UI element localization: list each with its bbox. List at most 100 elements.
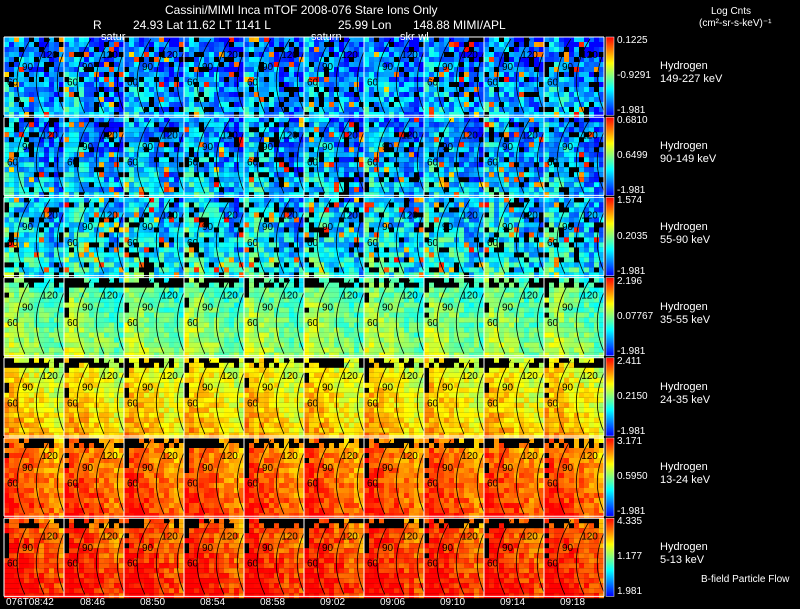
- heatmap-cell: [509, 212, 514, 218]
- heatmap-cell: [19, 107, 24, 112]
- heatmap-cell: [464, 187, 469, 193]
- contour-label: 120: [281, 50, 298, 61]
- heatmap-cell: [374, 197, 379, 203]
- heatmap-cell: [374, 227, 379, 233]
- heatmap-cell: [79, 92, 84, 97]
- heatmap-cell: [519, 167, 524, 173]
- heatmap-cell: [139, 242, 144, 248]
- heatmap-cell: [329, 62, 334, 67]
- heatmap-cell: [274, 267, 279, 273]
- heatmap-cell: [209, 92, 214, 97]
- heatmap-cell: [344, 87, 349, 92]
- heatmap-cell: [599, 167, 604, 173]
- contour-label: 90: [202, 222, 214, 233]
- heatmap-cell: [409, 167, 414, 173]
- heatmap-cell: [564, 117, 569, 123]
- heatmap-cell: [209, 177, 214, 183]
- heatmap-cell: [254, 232, 259, 238]
- heatmap-cell: [549, 102, 554, 107]
- heatmap-cell: [334, 207, 339, 213]
- heatmap-cell: [99, 42, 104, 47]
- heatmap-cell: [384, 102, 389, 107]
- heatmap-cell: [154, 37, 159, 42]
- heatmap-cell: [184, 122, 189, 128]
- heatmap-cell: [399, 117, 404, 123]
- heatmap-cell: [489, 192, 494, 198]
- heatmap-cell: [314, 122, 319, 128]
- heatmap-cell: [579, 42, 584, 47]
- heatmap-cell: [44, 132, 49, 138]
- heatmap-cell: [414, 127, 419, 133]
- heatmap-cell: [429, 127, 434, 133]
- heatmap-cell: [514, 207, 519, 213]
- heatmap-cell: [159, 97, 164, 102]
- heatmap-cell: [9, 272, 14, 278]
- heatmap-cell: [599, 47, 604, 52]
- heatmap-cell: [14, 67, 19, 72]
- heatmap-cell: [309, 122, 314, 128]
- heatmap-cell: [344, 167, 349, 173]
- heatmap-cell: [519, 77, 524, 82]
- contour-line: [575, 38, 591, 114]
- heatmap-cell: [144, 187, 149, 193]
- heatmap-cell: [469, 87, 474, 92]
- heatmap-cell: [24, 257, 29, 263]
- heatmap-cell: [19, 97, 24, 102]
- heatmap-cell: [69, 207, 74, 213]
- heatmap-cell: [419, 167, 424, 173]
- heatmap-cell: [374, 117, 379, 123]
- heatmap-cell: [109, 172, 114, 178]
- heatmap-cell: [69, 132, 74, 138]
- heatmap-cell: [399, 57, 404, 62]
- heatmap-cell: [174, 152, 179, 158]
- heatmap-cell: [74, 192, 79, 198]
- heatmap-cell: [449, 62, 454, 67]
- heatmap-cell: [444, 152, 449, 158]
- heatmap-cell: [449, 147, 454, 153]
- heatmap-cell: [109, 182, 114, 188]
- heatmap-cell: [414, 157, 419, 163]
- heatmap-cell: [209, 217, 214, 223]
- heatmap-cell: [534, 52, 539, 57]
- heatmap-cell: [419, 192, 424, 198]
- heatmap-cell: [64, 172, 69, 178]
- heatmap-cell: [499, 92, 504, 97]
- heatmap-cell: [504, 177, 509, 183]
- heatmap-cell: [304, 162, 309, 168]
- heatmap-cell: [544, 52, 549, 57]
- heatmap-cell: [254, 137, 259, 143]
- heatmap-cell: [39, 142, 44, 148]
- heatmap-cell: [464, 222, 469, 228]
- heatmap-cell: [579, 192, 584, 198]
- heatmap-cell: [264, 212, 269, 218]
- heatmap-cell: [544, 167, 549, 173]
- heatmap-cell: [554, 52, 559, 57]
- heatmap-cell: [19, 242, 24, 248]
- heatmap-cell: [204, 177, 209, 183]
- heatmap-cell: [474, 92, 479, 97]
- heatmap-cell: [439, 212, 444, 218]
- heatmap-cell: [384, 112, 389, 117]
- heatmap-cell: [544, 87, 549, 92]
- heatmap-cell: [94, 257, 99, 263]
- heatmap-cell: [579, 182, 584, 188]
- heatmap-cell: [359, 57, 364, 62]
- heatmap-cell: [524, 132, 529, 138]
- heatmap-cell: [329, 122, 334, 128]
- heatmap-cell: [54, 197, 59, 203]
- heatmap-cell: [599, 112, 604, 117]
- heatmap-cell: [324, 257, 329, 263]
- heatmap-cell: [564, 182, 569, 188]
- heatmap-cell: [79, 242, 84, 248]
- heatmap-cell: [159, 217, 164, 223]
- heatmap-cell: [409, 187, 414, 193]
- heatmap-cell: [469, 42, 474, 47]
- heatmap-cell: [89, 227, 94, 233]
- heatmap-cell: [289, 257, 294, 263]
- heatmap-cell: [184, 52, 189, 57]
- heatmap-cell: [364, 237, 369, 243]
- heatmap-cell: [539, 52, 544, 57]
- heatmap-cell: [329, 77, 334, 82]
- heatmap-cell: [84, 252, 89, 258]
- heatmap-cell: [119, 47, 124, 52]
